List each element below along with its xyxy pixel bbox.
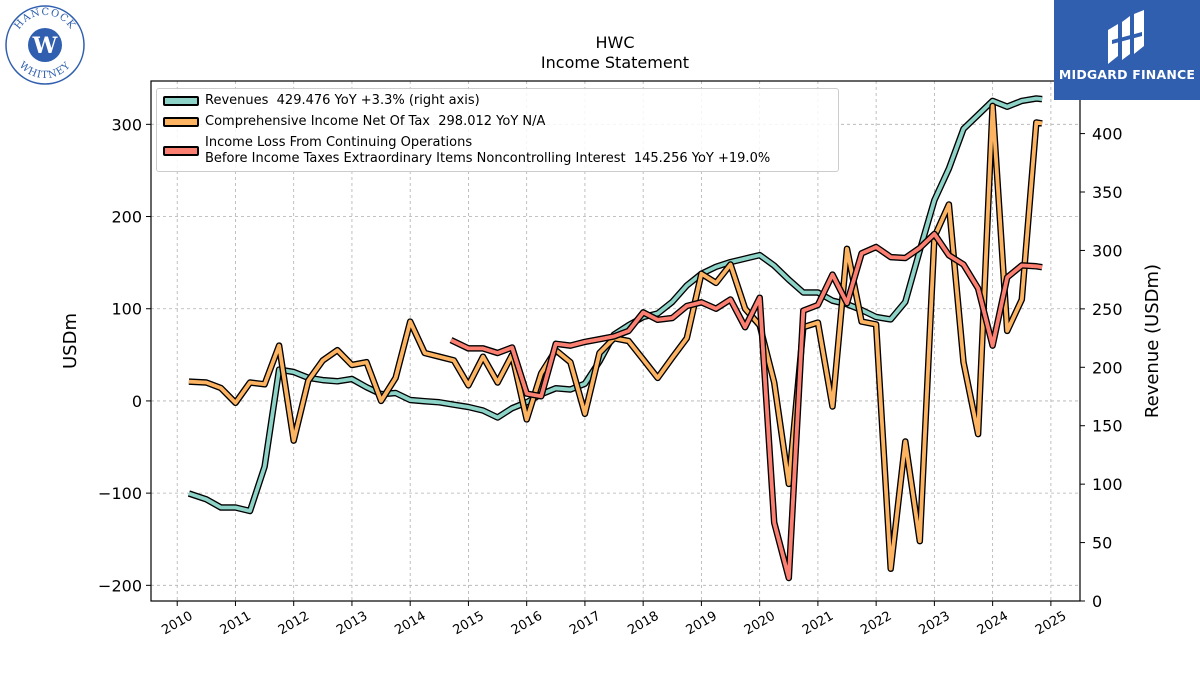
axis-layer: 2010 2011 2012 2013 2014 2015 2016 2017 2018 2019… — [98, 115, 1123, 638]
legend-label-comprehensive-income: Comprehensive Income Net Of Tax 298.012 … — [205, 114, 546, 129]
plot-frame — [150, 80, 1081, 602]
series-revenues — [187, 95, 1043, 515]
y-tick-label-left: 100 — [111, 300, 142, 319]
x-tick-label: 2019 — [684, 609, 720, 639]
series-revenues-line — [188, 96, 1043, 513]
x-tick-label: 2018 — [625, 609, 661, 639]
legend: Revenues 429.476 YoY +3.3% (right axis) … — [156, 88, 839, 172]
legend-label-line-2: Before Income Taxes Extraordinary Items … — [205, 151, 771, 166]
y-axis-label-right: Revenue (USDm) — [1142, 264, 1163, 418]
x-tick-label: 2014 — [392, 609, 428, 639]
x-tick-label: 2022 — [858, 609, 894, 639]
x-tick-label: 2024 — [975, 609, 1011, 639]
legend-label-income-before-taxes: Income Loss From Continuing Operations B… — [199, 135, 770, 167]
y-tick-label-right: 350 — [1092, 183, 1123, 202]
hancock-whitney-logo: W HANCOCK WHITNEY — [4, 4, 86, 86]
legend-item-comprehensive-income: Comprehensive Income Net Of Tax 298.012 … — [163, 114, 545, 130]
y-tick-label-left: 0 — [132, 392, 142, 411]
y-tick-label-right: 250 — [1092, 300, 1123, 319]
x-tick-label: 2017 — [567, 609, 603, 639]
x-tick-label: 2025 — [1033, 609, 1069, 639]
series-comprehensive-income-line — [188, 104, 1043, 571]
y-tick-label-right: 200 — [1092, 358, 1123, 377]
legend-label-line-1: Income Loss From Continuing Operations — [205, 135, 473, 150]
y-tick-label-left: −200 — [98, 576, 142, 595]
series-income-before-taxes — [449, 230, 1043, 582]
series-comprehensive-income — [188, 102, 1043, 572]
y-axis-label-left: USDm — [60, 313, 81, 369]
series-layer — [187, 95, 1043, 582]
x-tick-label: 2021 — [800, 609, 836, 639]
hancock-whitney-seal-icon: W HANCOCK WHITNEY — [5, 5, 85, 85]
x-tick-label: 2015 — [451, 609, 487, 639]
y-tick-label-right: 300 — [1092, 241, 1123, 260]
legend-item-income-before-taxes: Income Loss From Continuing Operations B… — [163, 135, 770, 167]
y-tick-label-left: 200 — [111, 208, 142, 227]
y-tick-label-right: 150 — [1092, 417, 1123, 436]
legend-label-revenues: Revenues 429.476 YoY +3.3% (right axis) — [205, 93, 480, 108]
legend-item-revenues: Revenues 429.476 YoY +3.3% (right axis) — [163, 93, 480, 109]
legend-swatch-income-before-taxes — [163, 146, 199, 156]
x-tick-label: 2020 — [742, 609, 778, 639]
x-tick-label: 2013 — [334, 609, 370, 639]
y-tick-label-right: 400 — [1092, 125, 1123, 144]
x-tick-label: 2012 — [276, 609, 312, 639]
y-tick-label-right: 100 — [1092, 475, 1123, 494]
x-tick-label: 2023 — [917, 609, 953, 639]
legend-swatch-comprehensive-income — [163, 117, 199, 127]
svg-text:W: W — [32, 33, 58, 59]
midgard-finance-logo: MIDGARD FINANCE — [1054, 0, 1200, 100]
legend-swatch-revenues — [163, 96, 199, 106]
y-tick-label-left: −100 — [98, 484, 142, 503]
x-tick-label: 2010 — [159, 609, 195, 639]
y-tick-label-left: 300 — [111, 115, 142, 134]
x-tick-label: 2011 — [218, 609, 254, 639]
x-tick-label: 2016 — [509, 609, 545, 639]
midgard-mark-icon — [1108, 10, 1144, 64]
series-income-before-taxes-line — [450, 232, 1043, 580]
midgard-brand-text: MIDGARD FINANCE — [1058, 67, 1196, 82]
y-tick-label-right: 0 — [1092, 592, 1102, 611]
y-tick-label-right: 50 — [1092, 534, 1112, 553]
chart-title: HWC — [595, 33, 635, 52]
chart-subtitle: Income Statement — [540, 53, 690, 72]
